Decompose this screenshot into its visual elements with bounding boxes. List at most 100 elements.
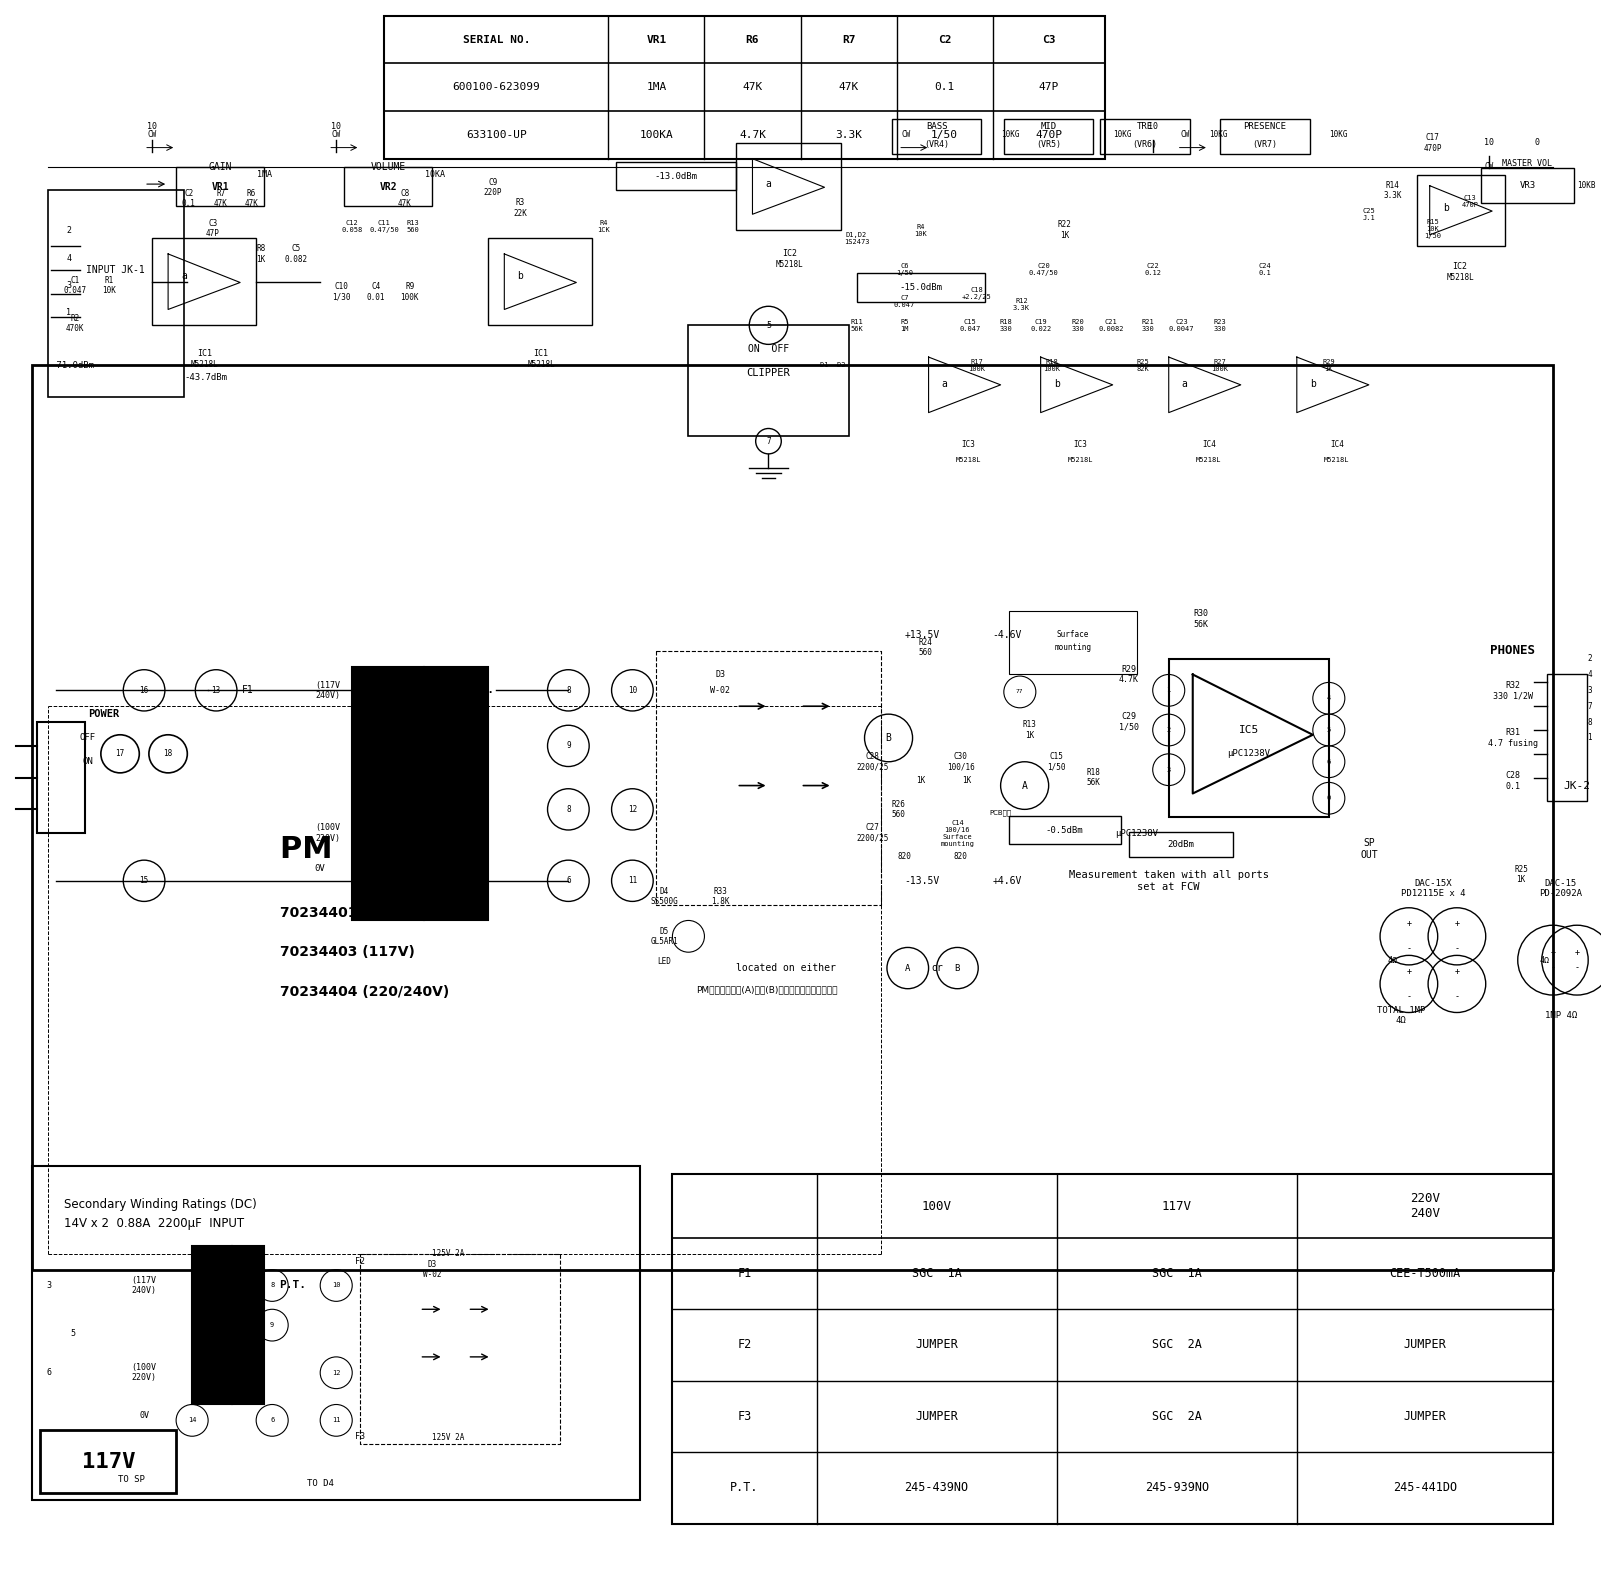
Text: 0: 0: [1327, 795, 1330, 801]
Text: SGC  2A: SGC 2A: [1151, 1409, 1202, 1424]
Text: C4
0.01: C4 0.01: [367, 282, 386, 302]
Bar: [1547, 674, 1587, 801]
Text: R8
1K: R8 1K: [256, 244, 266, 263]
Text: C8
47K: C8 47K: [399, 189, 411, 208]
Text: R29
1K: R29 1K: [1322, 359, 1335, 371]
Text: M5218L: M5218L: [1068, 457, 1093, 463]
Text: Surface: Surface: [1057, 630, 1089, 640]
Text: C6
1/50: C6 1/50: [897, 263, 913, 276]
Text: R21
330: R21 330: [1142, 319, 1154, 332]
Bar: [672, 1174, 1553, 1524]
Text: (VR4): (VR4): [924, 140, 949, 149]
Text: R31
4.7 fusing: R31 4.7 fusing: [1487, 728, 1539, 747]
Text: a: a: [941, 379, 948, 389]
Text: 1MP 4Ω: 1MP 4Ω: [1545, 1011, 1577, 1020]
Text: R26
560: R26 560: [892, 800, 905, 819]
Text: MASTER VOL: MASTER VOL: [1502, 159, 1553, 168]
Text: b: b: [1053, 379, 1060, 389]
Bar: [1481, 168, 1574, 203]
Bar: [488, 238, 592, 325]
Text: or: or: [932, 963, 943, 973]
Text: CW: CW: [147, 130, 157, 140]
Bar: [688, 325, 849, 436]
Text: 0.1: 0.1: [935, 83, 954, 92]
Text: F1: F1: [738, 1266, 751, 1281]
Text: R25
82K: R25 82K: [1137, 359, 1150, 371]
Text: IC3: IC3: [1074, 440, 1087, 449]
Text: +: +: [1574, 947, 1580, 957]
Text: b: b: [1310, 379, 1316, 389]
Text: R11
56K: R11 56K: [850, 319, 863, 332]
Text: -71.0dBm: -71.0dBm: [51, 360, 94, 370]
Text: 11: 11: [628, 876, 637, 886]
Text: -: -: [1454, 992, 1460, 1001]
Text: JUMPER: JUMPER: [916, 1409, 957, 1424]
Text: a: a: [1182, 379, 1188, 389]
Text: C1
0.047: C1 0.047: [64, 276, 86, 295]
Text: 8: 8: [1588, 717, 1591, 727]
Text: P.T.: P.T.: [730, 1481, 759, 1495]
Text: 0: 0: [1534, 138, 1540, 148]
Text: R3
22K: R3 22K: [514, 198, 527, 217]
Text: C29
1/50: C29 1/50: [1119, 713, 1138, 732]
Text: C3: C3: [1042, 35, 1055, 44]
Text: +: +: [1550, 947, 1556, 957]
Text: C2
0.1: C2 0.1: [183, 189, 195, 208]
Text: IC1: IC1: [533, 349, 549, 359]
Text: +: +: [1454, 966, 1460, 976]
Text: 2: 2: [1167, 727, 1170, 733]
Text: 1: 1: [1167, 687, 1170, 694]
Text: 10: 10: [147, 122, 157, 132]
Text: IC2: IC2: [781, 249, 797, 259]
Text: -: -: [1574, 963, 1580, 973]
Text: M5218L: M5218L: [191, 360, 219, 370]
Text: PM  BOARD: PM BOARD: [280, 835, 474, 863]
Text: 15: 15: [139, 876, 149, 886]
Text: SGC  1A: SGC 1A: [911, 1266, 962, 1281]
Text: 3: 3: [66, 281, 72, 290]
Text: R13
1K: R13 1K: [1023, 720, 1036, 740]
Text: C12
0.058: C12 0.058: [341, 221, 363, 233]
Text: IC2: IC2: [1452, 262, 1468, 271]
Text: 4.7K: 4.7K: [740, 130, 765, 140]
Bar: [1009, 611, 1137, 674]
Text: R18
330: R18 330: [999, 319, 1012, 332]
Bar: [32, 1166, 640, 1500]
Text: M5218L: M5218L: [1324, 457, 1350, 463]
Text: PM基板によって(A)又は(B)の状態になっています。: PM基板によって(A)又は(B)の状態になっています。: [696, 986, 837, 995]
Text: C9
220P: C9 220P: [484, 178, 503, 197]
Text: M5218L: M5218L: [527, 360, 556, 370]
Text: 4: 4: [1327, 695, 1330, 701]
Text: F3: F3: [355, 1431, 365, 1441]
Text: VR3: VR3: [1519, 181, 1535, 190]
Text: D5
GL5AR1: D5 GL5AR1: [650, 927, 679, 946]
Text: IC4: IC4: [1330, 440, 1343, 449]
Bar: [1220, 119, 1310, 154]
Bar: [192, 1246, 232, 1404]
Text: R20
330: R20 330: [1071, 319, 1084, 332]
Bar: [344, 167, 432, 206]
Text: R6
47K: R6 47K: [245, 189, 258, 208]
Text: R29
4.7K: R29 4.7K: [1119, 665, 1138, 684]
Text: R5
1M: R5 1M: [900, 319, 909, 332]
Text: 9: 9: [567, 741, 570, 751]
Text: M5218L: M5218L: [1196, 457, 1222, 463]
Text: 70234404 (220/240V): 70234404 (220/240V): [280, 986, 450, 998]
Text: ON  OFF: ON OFF: [748, 344, 789, 354]
Bar: [424, 667, 488, 920]
Text: IC3: IC3: [962, 440, 975, 449]
Text: 4Ω: 4Ω: [1540, 955, 1550, 965]
Text: A: A: [1021, 781, 1028, 790]
Bar: [32, 365, 1553, 1270]
Text: A: A: [905, 963, 911, 973]
Text: 1: 1: [66, 308, 72, 317]
Text: (VR6): (VR6): [1132, 140, 1158, 149]
Text: -15.0dBm: -15.0dBm: [900, 282, 941, 292]
Text: -: -: [1454, 944, 1460, 954]
Text: 10KA: 10KA: [426, 170, 445, 179]
Text: 70234401 (100V): 70234401 (100V): [280, 906, 415, 919]
Text: 47K: 47K: [743, 83, 762, 92]
Text: CEE-T500mA: CEE-T500mA: [1390, 1266, 1460, 1281]
Text: -13.0dBm: -13.0dBm: [655, 171, 696, 181]
Text: 1/50: 1/50: [932, 130, 957, 140]
